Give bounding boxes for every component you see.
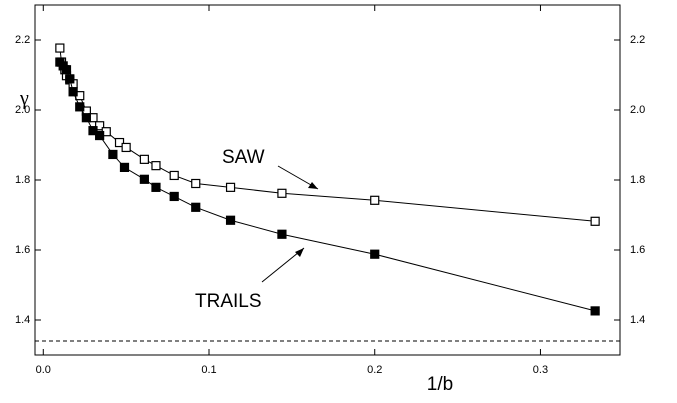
- data-point: [95, 130, 105, 141]
- data-point: [88, 126, 98, 136]
- data-point: [75, 102, 85, 112]
- data-point: [191, 178, 201, 189]
- data-point: [114, 137, 125, 148]
- plot-frame: [34, 4, 621, 356]
- data-point: [151, 182, 161, 192]
- data-point: [81, 113, 91, 123]
- data-point: [590, 216, 600, 226]
- data-point: [139, 174, 149, 184]
- y-tick-label: 2.2: [15, 34, 30, 46]
- y-axis-label: γ: [19, 88, 29, 110]
- x-tick-label: 0.3: [533, 364, 548, 376]
- arrow-head: [295, 248, 304, 257]
- y-tick-label: 1.8: [15, 174, 30, 186]
- data-point: [590, 306, 600, 316]
- x-tick-label: 0.1: [201, 364, 216, 376]
- series-line: [59, 61, 596, 312]
- data-point: [151, 161, 161, 171]
- y-tick-label: 1.4: [15, 314, 30, 326]
- series-line: [59, 47, 596, 222]
- y2-tick-label: 2.0: [630, 104, 645, 116]
- data-point: [225, 215, 236, 225]
- annotation: SAW: [222, 147, 265, 168]
- annotation: TRAILS: [195, 291, 262, 312]
- x-axis-label: 1/b: [427, 374, 453, 395]
- data-point: [225, 182, 236, 192]
- data-point: [95, 121, 105, 131]
- data-point: [55, 43, 65, 53]
- y-tick-label: 2.0: [15, 104, 30, 116]
- data-point: [169, 170, 179, 181]
- data-point: [68, 87, 78, 97]
- data-point: [370, 249, 380, 259]
- data-point: [139, 154, 149, 164]
- data-point: [169, 191, 179, 202]
- arrow-head: [308, 182, 318, 189]
- y2-tick-label: 1.8: [630, 174, 645, 186]
- y2-tick-label: 1.4: [630, 314, 645, 326]
- data-point: [277, 229, 287, 239]
- y2-tick-label: 2.2: [630, 34, 645, 46]
- data-point: [61, 65, 72, 75]
- x-tick-label: 0.0: [36, 364, 51, 376]
- y-tick-label: 1.6: [15, 244, 30, 256]
- x-tick-label: 0.2: [367, 364, 382, 376]
- data-point: [119, 162, 130, 172]
- data-point: [191, 202, 201, 212]
- data-point: [65, 74, 75, 84]
- y2-tick-label: 1.6: [630, 244, 645, 256]
- data-point: [108, 149, 118, 160]
- data-point: [370, 195, 380, 205]
- data-point: [277, 188, 287, 198]
- data-point: [121, 142, 131, 153]
